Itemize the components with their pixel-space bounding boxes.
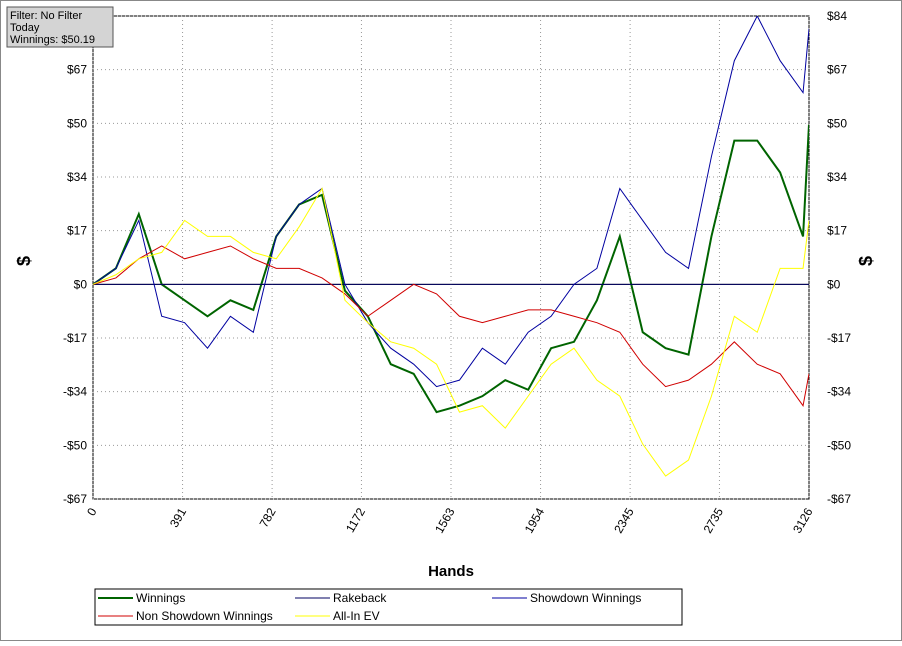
annotation: Winnings: $50.19 (10, 34, 95, 46)
legend-label: Showdown Winnings (530, 591, 641, 605)
legend-label: Rakeback (333, 591, 387, 605)
y2-axis-label: $ (856, 256, 876, 266)
legend-label: Non Showdown Winnings (136, 609, 273, 623)
y2-tick-label: -$17 (827, 331, 851, 345)
y2-tick-label: $34 (827, 170, 847, 184)
y2-tick-label: $17 (827, 224, 847, 238)
y2-tick-label: $0 (827, 277, 841, 291)
y2-tick-label: $50 (827, 116, 847, 130)
series-line (93, 245, 809, 407)
y2-tick-label: -$34 (827, 385, 851, 399)
series-line (93, 187, 809, 477)
y-tick-label: $34 (67, 170, 87, 184)
legend-label: Winnings (136, 591, 185, 605)
y2-tick-label: $84 (827, 9, 847, 23)
legend (94, 588, 683, 626)
y-tick-label: -$50 (63, 438, 87, 452)
y-tick-label: $0 (74, 277, 88, 291)
annotation: Filter: No Filter (10, 10, 82, 22)
y-tick-label: -$17 (63, 331, 87, 345)
y2-tick-label: -$67 (827, 492, 851, 506)
x-axis-label: Hands (428, 563, 474, 580)
y-tick-label: -$67 (63, 492, 87, 506)
y-tick-label: -$34 (63, 385, 87, 399)
y-tick-label: $17 (67, 224, 87, 238)
series-line (93, 16, 809, 388)
filter-box (6, 6, 114, 48)
series-line (93, 124, 809, 414)
y-tick-label: $67 (67, 63, 87, 77)
y2-tick-label: $67 (827, 63, 847, 77)
y-tick-label: $50 (67, 116, 87, 130)
annotation: Today (10, 22, 40, 34)
y2-tick-label: -$50 (827, 438, 851, 452)
legend-label: All-In EV (333, 609, 380, 623)
y-axis-label: $ (14, 256, 34, 266)
